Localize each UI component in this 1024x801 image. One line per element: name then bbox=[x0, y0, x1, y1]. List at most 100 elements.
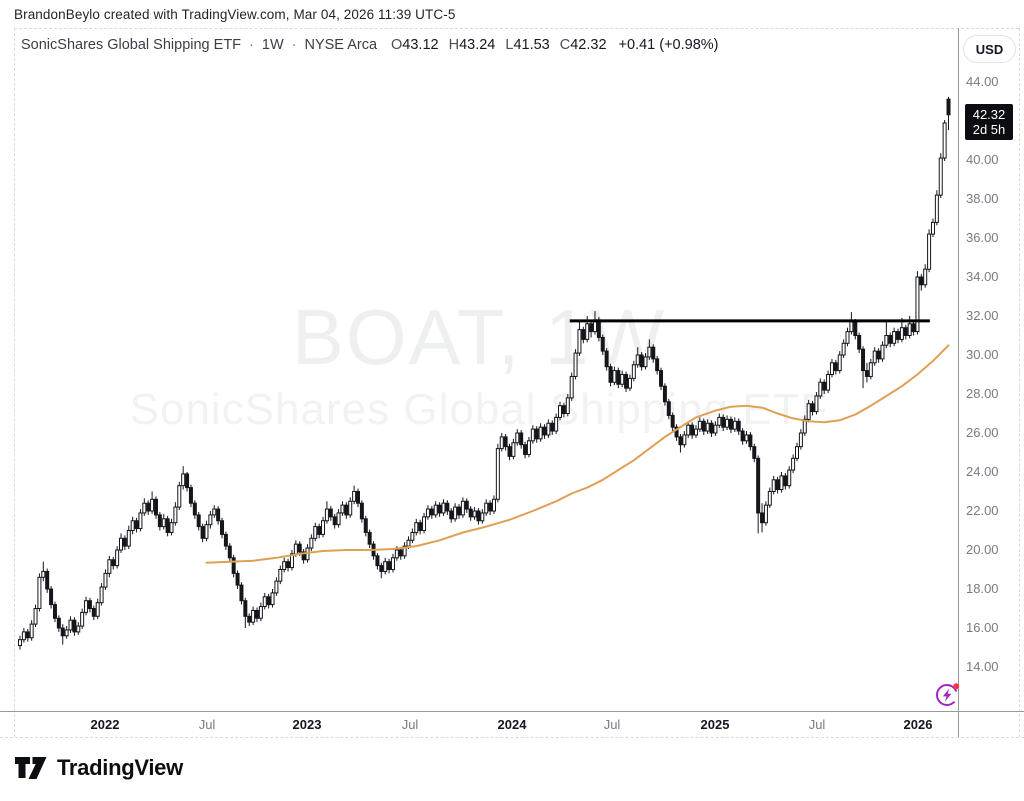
candle-body bbox=[126, 530, 131, 547]
candle-body bbox=[892, 331, 897, 344]
candle-body bbox=[402, 545, 407, 557]
candle-body bbox=[344, 504, 349, 516]
ohlc-h: H43.24 bbox=[448, 37, 496, 53]
candle-body bbox=[864, 370, 869, 377]
candle-body bbox=[64, 629, 69, 637]
candle-body bbox=[239, 584, 244, 602]
candle-body bbox=[861, 348, 866, 372]
candle-body bbox=[639, 354, 644, 368]
candle-body bbox=[612, 370, 617, 383]
candle-body bbox=[484, 502, 489, 514]
candle-body bbox=[857, 335, 862, 350]
candle-body bbox=[558, 405, 563, 418]
candle-body bbox=[196, 514, 201, 528]
candle-body bbox=[387, 561, 392, 571]
candle-body bbox=[651, 346, 656, 360]
candle-body bbox=[756, 457, 761, 514]
separator-dot: · bbox=[291, 37, 297, 53]
tradingview-mark-icon bbox=[15, 757, 47, 779]
candle-body bbox=[332, 516, 337, 526]
chart-header: SonicShares Global Shipping ETF · 1W · N… bbox=[21, 37, 719, 53]
candle-body bbox=[247, 615, 252, 623]
candle-body bbox=[278, 569, 283, 582]
boost-flash-icon[interactable] bbox=[933, 679, 963, 709]
candle-body bbox=[872, 350, 877, 364]
candle-body bbox=[297, 543, 302, 553]
candle-body bbox=[185, 473, 190, 489]
candle-body bbox=[251, 609, 256, 623]
frame-border-right bbox=[1019, 28, 1020, 737]
candle-body bbox=[390, 557, 395, 570]
interval-label[interactable]: 1W bbox=[261, 37, 284, 53]
candle-body bbox=[659, 370, 664, 387]
candle-body bbox=[596, 319, 601, 338]
candle-body bbox=[495, 448, 500, 500]
candle-body bbox=[690, 424, 695, 436]
price-tick-label: 20.00 bbox=[966, 542, 999, 557]
candle-body bbox=[530, 428, 535, 442]
candle-body bbox=[68, 619, 73, 631]
candle-body bbox=[138, 512, 143, 530]
tradingview-logo[interactable]: TradingView bbox=[14, 754, 183, 782]
candle-body bbox=[783, 475, 788, 487]
candle-body bbox=[775, 479, 780, 491]
candle-body bbox=[585, 323, 590, 340]
candle-body bbox=[480, 512, 485, 522]
symbol-title[interactable]: SonicShares Global Shipping ETF bbox=[21, 37, 242, 53]
candle-body bbox=[771, 479, 776, 492]
candle-body bbox=[173, 506, 178, 524]
candle-body bbox=[748, 434, 753, 448]
candle-body bbox=[849, 321, 854, 333]
candle-body bbox=[169, 522, 174, 533]
candle-body bbox=[449, 510, 454, 520]
candle-body bbox=[810, 403, 815, 413]
candle-body bbox=[666, 401, 671, 416]
candle-body bbox=[258, 606, 263, 619]
candle-body bbox=[383, 561, 388, 572]
candle-body bbox=[425, 508, 430, 518]
candle-body bbox=[624, 374, 629, 389]
exchange-label: NYSE Arca bbox=[304, 37, 378, 53]
candle-body bbox=[52, 604, 57, 619]
candle-body bbox=[569, 375, 574, 399]
ohlc-values: O43.12 H43.24 L41.53 C42.32 bbox=[391, 37, 607, 53]
candle-body bbox=[134, 520, 139, 530]
candle-body bbox=[946, 98, 951, 116]
candle-body bbox=[468, 508, 473, 518]
candle-body bbox=[177, 485, 182, 508]
candle-body bbox=[87, 600, 92, 610]
candle-body bbox=[418, 522, 423, 532]
candle-body bbox=[888, 335, 893, 344]
frame-border-top bbox=[14, 28, 1019, 29]
candle-body bbox=[763, 504, 768, 524]
candle-body bbox=[822, 381, 827, 391]
candle-body bbox=[313, 526, 318, 539]
candle-body bbox=[429, 508, 434, 516]
candle-body bbox=[767, 491, 772, 506]
candle-body bbox=[713, 424, 718, 434]
candle-body bbox=[876, 350, 881, 360]
candle-body bbox=[445, 502, 450, 512]
candle-body bbox=[99, 586, 104, 604]
candle-body bbox=[725, 418, 730, 428]
candle-body bbox=[91, 608, 96, 617]
frame-border-left bbox=[14, 28, 15, 737]
candle-body bbox=[818, 381, 823, 397]
candle-body bbox=[235, 572, 240, 586]
candle-body bbox=[200, 526, 205, 539]
candle-body bbox=[693, 428, 698, 436]
candle-body bbox=[814, 395, 819, 413]
candle-body bbox=[25, 631, 30, 639]
candle-body bbox=[212, 508, 217, 516]
candle-body bbox=[845, 331, 850, 344]
candle-body bbox=[72, 619, 77, 633]
price-tick-label: 24.00 bbox=[966, 464, 999, 479]
candle-body bbox=[286, 561, 291, 569]
candle-body bbox=[682, 434, 687, 446]
candle-body bbox=[829, 362, 834, 375]
time-tick-label-jul: Jul bbox=[198, 717, 216, 732]
candle-body bbox=[740, 430, 745, 442]
candle-body bbox=[589, 323, 594, 333]
currency-toggle-button[interactable]: USD bbox=[963, 35, 1016, 63]
